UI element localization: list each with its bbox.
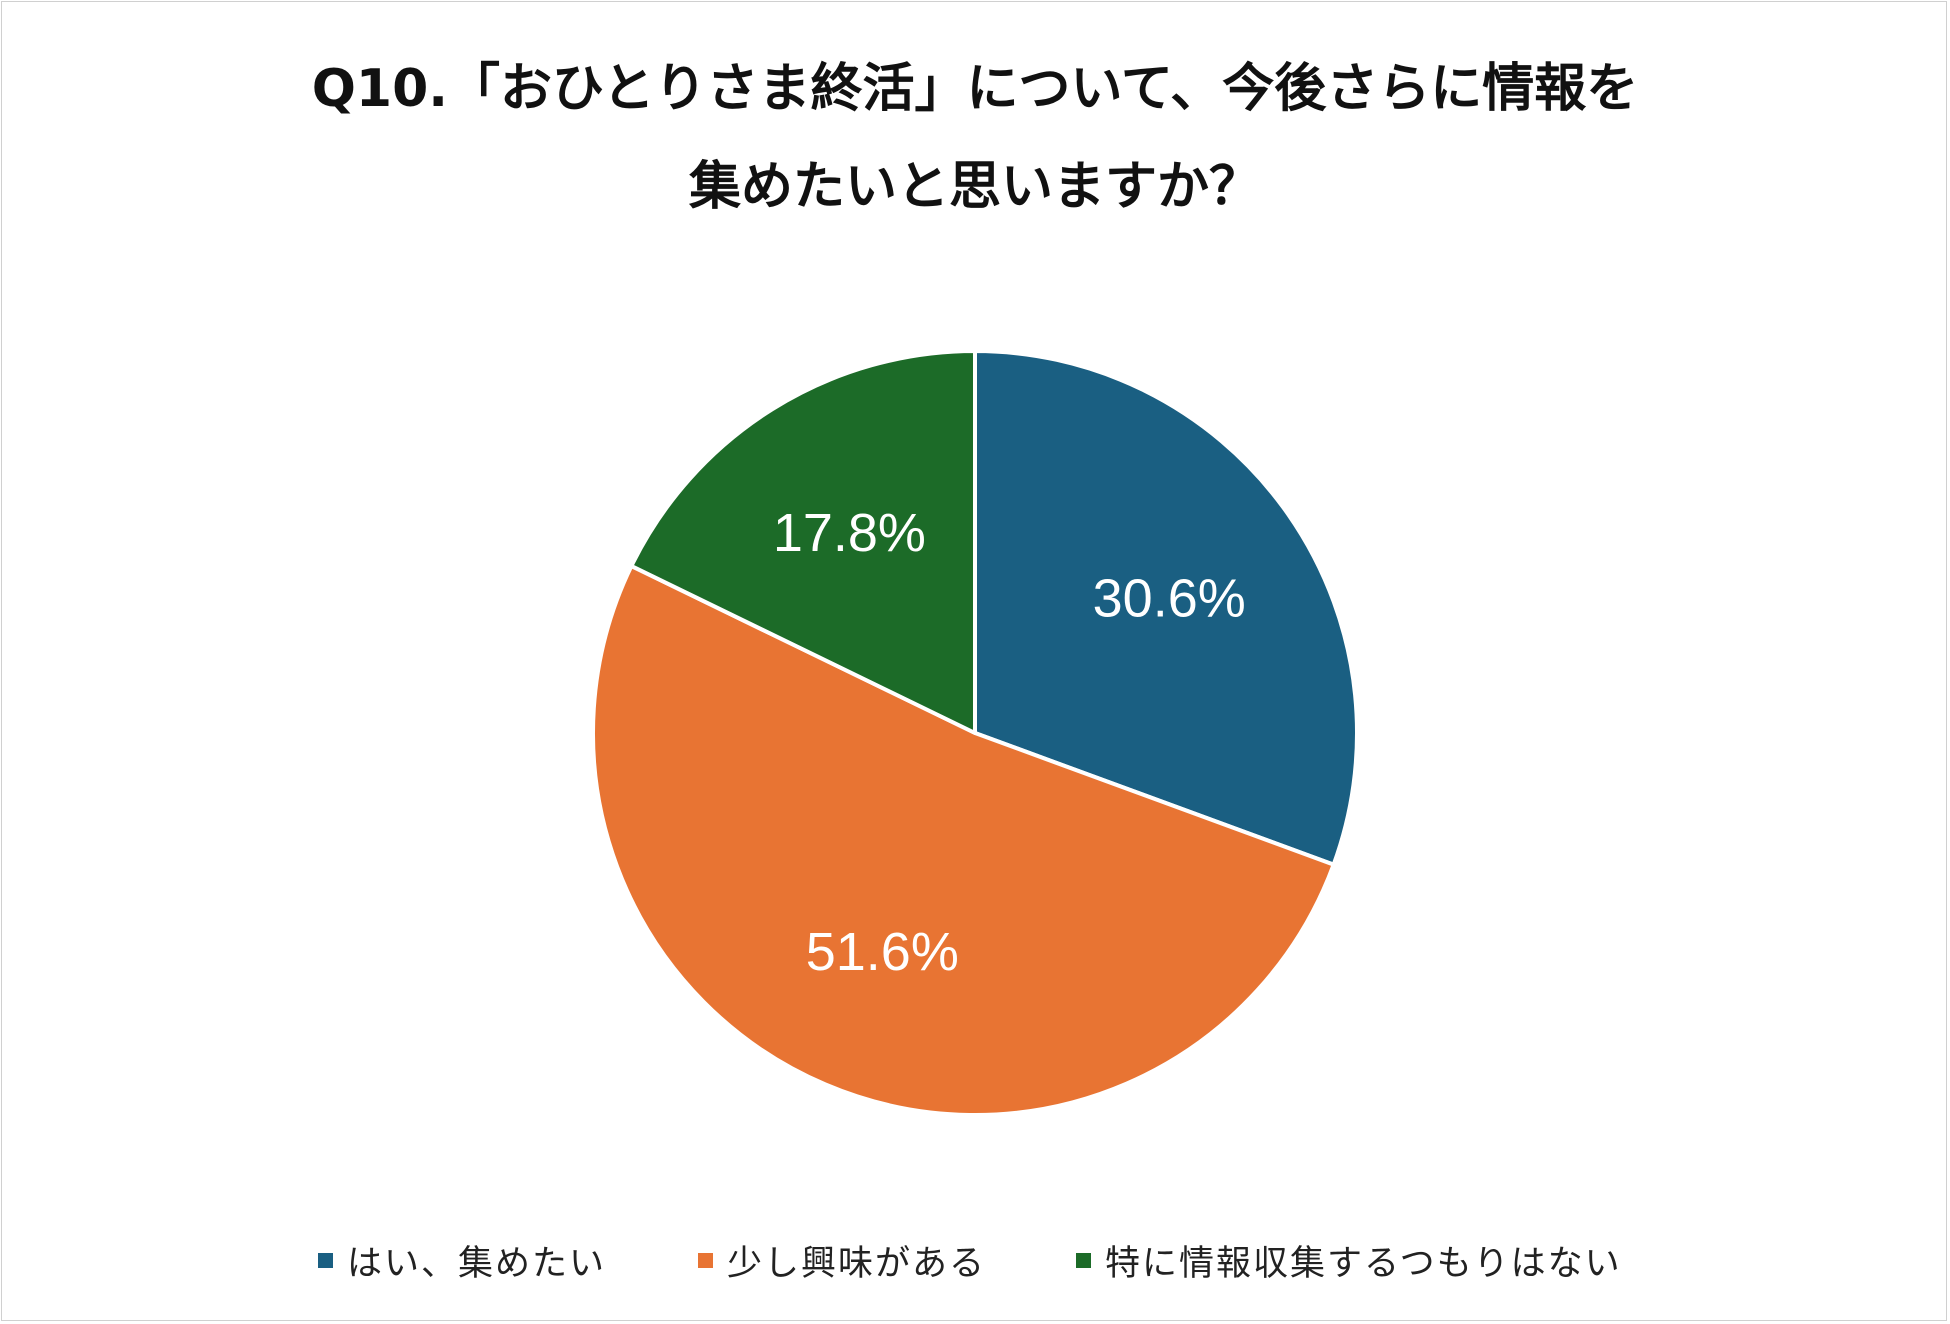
legend-item-no: 特に情報収集するつもりはない <box>1076 1232 1622 1288</box>
legend-item-yes: はい、集めたい <box>318 1232 606 1288</box>
pie-slice-no <box>629 349 977 735</box>
legend-swatch-somewhat <box>698 1252 713 1268</box>
legend-item-somewhat: 少し興味がある <box>698 1232 986 1288</box>
chart-title: Q10.「おひとりさま終活」について、今後さらに情報を 集めたいと思いますか？ <box>0 40 1950 236</box>
pie-slice-somewhat <box>591 564 1336 1117</box>
data-label-no: 17.8% <box>773 503 926 563</box>
legend-swatch-no <box>1076 1252 1091 1268</box>
legend-label-somewhat: 少し興味がある <box>727 1243 987 1284</box>
legend-swatch-yes <box>318 1252 333 1268</box>
legend-label-yes: はい、集めたい <box>347 1243 607 1284</box>
chart-title-line-2: 集めたいと思いますか？ <box>688 157 1261 217</box>
legend-label-no: 特に情報収集するつもりはない <box>1105 1243 1622 1284</box>
chart-title-line-1: Q10.「おひとりさま終活」について、今後さらに情報を <box>311 59 1639 119</box>
data-label-yes: 30.6% <box>1093 568 1246 628</box>
pie-slice-yes <box>973 349 1359 867</box>
chart-legend: はい、集めたい 少し興味がある 特に情報収集するつもりはない <box>0 1232 1950 1288</box>
data-label-somewhat: 51.6% <box>806 922 959 982</box>
